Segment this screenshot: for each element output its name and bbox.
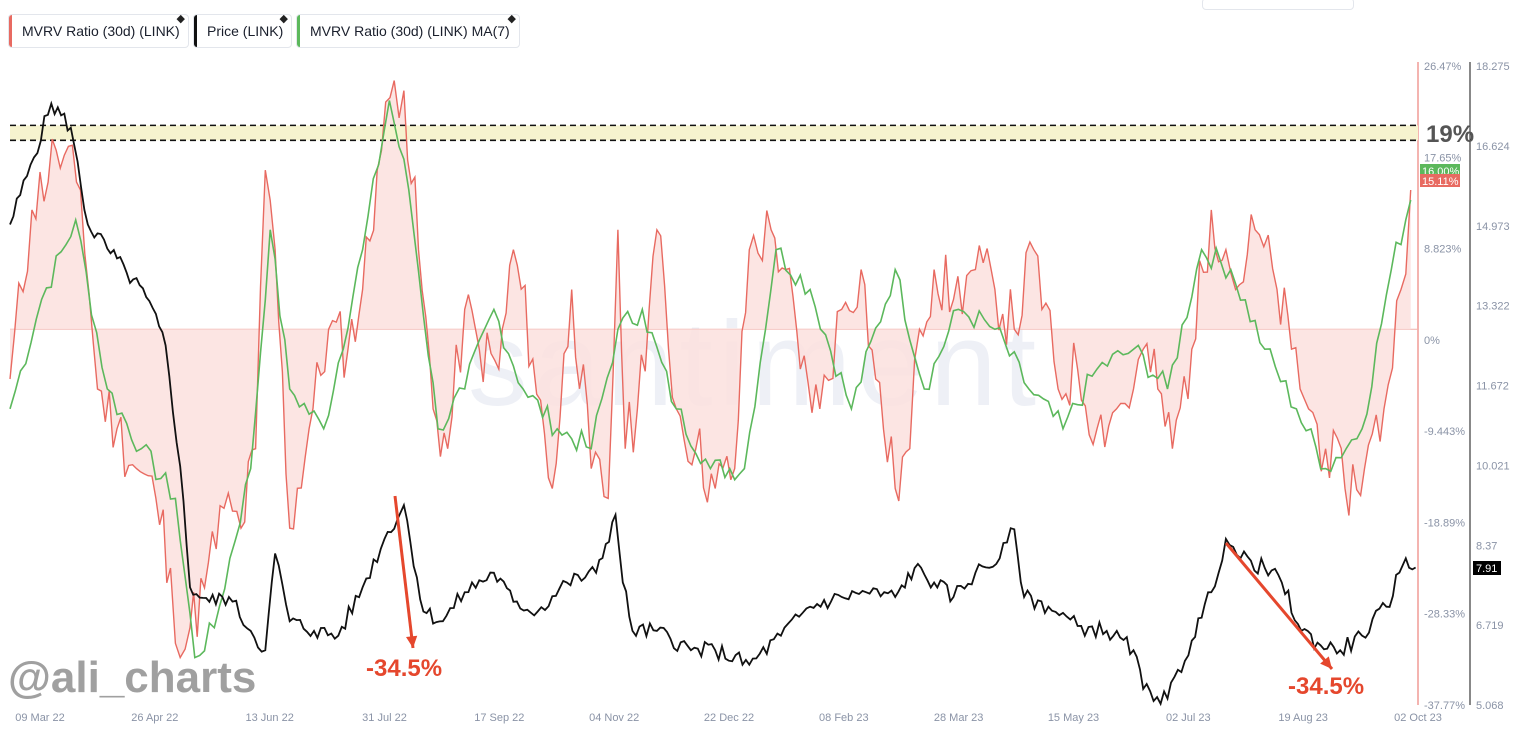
- legend-color-swatch: [194, 15, 197, 47]
- legend-item-mvrv[interactable]: MVRV Ratio (30d) (LINK) ◆: [8, 13, 189, 48]
- legend-label: MVRV Ratio (30d) (LINK): [22, 23, 180, 39]
- legend: MVRV Ratio (30d) (LINK) ◆ Price (LINK) ◆…: [8, 13, 520, 50]
- y-right-tick-label: 10.021: [1476, 460, 1510, 472]
- x-tick-label: 02 Oct 23: [1394, 712, 1442, 724]
- drop-arrow-right-head: [1320, 656, 1332, 669]
- y-left-tick-label: -9.443%: [1424, 426, 1465, 438]
- x-tick-label: 08 Feb 23: [819, 712, 869, 724]
- y-left-tick-label: 26.47%: [1424, 61, 1462, 73]
- toolbar-box[interactable]: [1202, 0, 1354, 10]
- mvrv-area: [10, 80, 1411, 658]
- y-left-tick-label: -37.77%: [1424, 700, 1465, 712]
- x-tick-label: 19 Aug 23: [1278, 712, 1328, 724]
- y-right-tick-label: 18.275: [1476, 61, 1510, 73]
- ma-value-badge-bg: [1420, 164, 1460, 177]
- y-left-tick-label: 0%: [1424, 335, 1440, 347]
- x-tick-label: 13 Jun 22: [246, 712, 294, 724]
- y-right-tick-label: 13.322: [1476, 301, 1510, 313]
- legend-color-swatch: [297, 15, 300, 47]
- drop-arrow-right: [1224, 542, 1334, 670]
- y-right-tick-label: 11.672: [1476, 381, 1509, 393]
- mvrv-fill: [10, 80, 1411, 658]
- drop-label-right: -34.5%: [1288, 673, 1364, 700]
- mvrv-value-badge: 15.11%: [1422, 176, 1459, 188]
- y-left-tick-label: 8.823%: [1424, 244, 1462, 256]
- ethereum-icon: ◆: [507, 13, 516, 25]
- drop-label-left: -34.5%: [366, 655, 442, 682]
- x-tick-label: 09 Mar 22: [15, 712, 65, 724]
- zone-label: 19%: [1426, 121, 1474, 148]
- resistance-zone: 19%: [10, 121, 1474, 148]
- legend-label: MVRV Ratio (30d) (LINK) MA(7): [310, 23, 510, 39]
- x-tick-label: 02 Jul 23: [1166, 712, 1211, 724]
- x-tick-label: 22 Dec 22: [704, 712, 754, 724]
- x-tick-label: 31 Jul 22: [362, 712, 407, 724]
- x-tick-label: 26 Apr 22: [131, 712, 178, 724]
- price-value-badge: 7.91: [1476, 563, 1497, 575]
- drop-arrow-left-head: [406, 635, 418, 648]
- annotations: -34.5% -34.5% @ali_charts: [8, 495, 1364, 702]
- x-tick-label: 17 Sep 22: [474, 712, 524, 724]
- y-right-tick-label: 16.624: [1476, 141, 1510, 153]
- legend-color-swatch: [9, 15, 12, 47]
- y-left-tick-label: 17.65%: [1424, 152, 1462, 164]
- x-tick-label: 15 May 23: [1048, 712, 1099, 724]
- resistance-zone-band: [10, 125, 1418, 141]
- y-right-tick-label: 5.068: [1476, 700, 1504, 712]
- mvrv-value-badge-bg: [1420, 174, 1460, 187]
- y-left-tick-label: -28.33%: [1424, 609, 1465, 621]
- y-right-tick-label: 14.973: [1476, 221, 1510, 233]
- mvrv-line: [9, 80, 1412, 660]
- y-right-tick-label: 8.37: [1476, 540, 1497, 552]
- legend-item-mvrv-ma[interactable]: MVRV Ratio (30d) (LINK) MA(7) ◆: [296, 13, 520, 48]
- legend-label: Price (LINK): [207, 23, 284, 39]
- series-lines: [9, 80, 1417, 707]
- mvrv-ma-line: [9, 100, 1412, 659]
- y-right-tick-label: 6.719: [1476, 620, 1504, 632]
- author-signature: @ali_charts: [8, 653, 256, 702]
- x-tick-label: 04 Nov 22: [589, 712, 639, 724]
- ethereum-icon: ◆: [279, 13, 288, 25]
- drop-arrow-left: [393, 495, 415, 649]
- legend-item-price[interactable]: Price (LINK) ◆: [193, 13, 292, 48]
- ethereum-icon: ◆: [176, 13, 185, 25]
- x-tick-label: 28 Mar 23: [934, 712, 984, 724]
- y-left-tick-label: -18.89%: [1424, 517, 1465, 529]
- price-line: [9, 100, 1417, 707]
- price-value-badge-bg: [1473, 561, 1501, 575]
